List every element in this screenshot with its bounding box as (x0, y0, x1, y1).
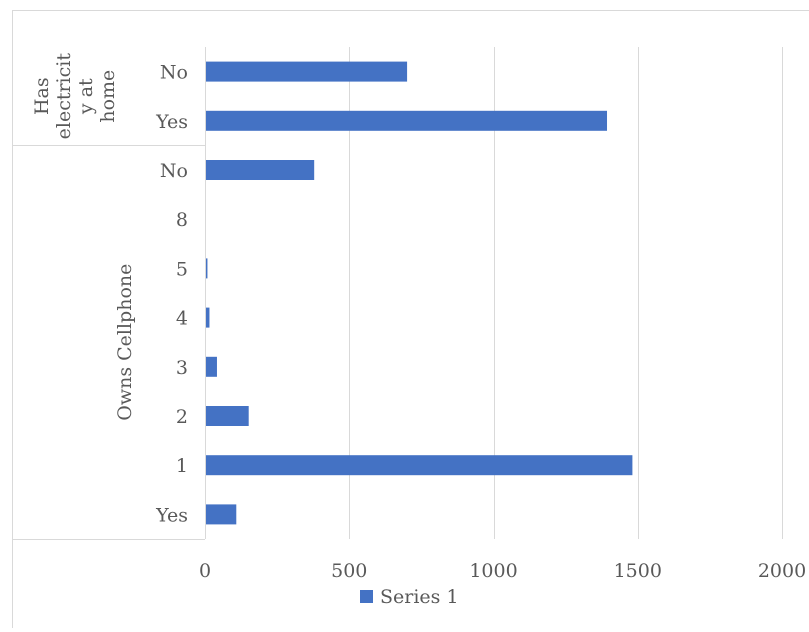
bar (206, 308, 209, 328)
bar (206, 504, 236, 524)
bar (206, 160, 314, 180)
group-label-line: Has (31, 77, 53, 115)
category-labels: No Yes No 8 5 4 3 2 1 Yes (155, 62, 188, 527)
category-label: No (160, 160, 188, 182)
legend-swatch (360, 590, 373, 603)
bar (206, 111, 607, 131)
group-label-line: y at (75, 78, 97, 115)
x-tick-label: 1000 (469, 560, 517, 582)
category-label: 2 (176, 406, 188, 428)
x-tick-label: 2000 (758, 560, 806, 582)
x-tick-label: 0 (199, 560, 211, 582)
group-label-line: electricit (53, 53, 75, 140)
category-label: Yes (155, 111, 188, 133)
category-label: Yes (155, 504, 188, 526)
group-label: Owns Cellphone (114, 264, 136, 421)
legend-label: Series 1 (380, 586, 459, 608)
category-label: 5 (176, 258, 188, 280)
category-label: 1 (176, 455, 188, 477)
bar (206, 62, 407, 82)
category-label: No (160, 62, 188, 84)
x-tick-labels: 0 500 1000 1500 2000 (199, 560, 806, 582)
group-label: Haselectricity athome (31, 53, 119, 140)
x-tick-label: 500 (331, 560, 367, 582)
bar (206, 258, 207, 278)
category-label: 8 (176, 209, 188, 231)
x-tick-label: 1500 (614, 560, 662, 582)
category-label: 4 (176, 308, 188, 330)
group-label-line: home (97, 70, 119, 123)
bar (206, 406, 249, 426)
bar (206, 357, 217, 377)
category-label: 3 (176, 357, 188, 379)
legend: Series 1 (360, 586, 459, 608)
bar (206, 455, 632, 475)
bars (206, 62, 632, 525)
group-label-line: Owns Cellphone (114, 264, 136, 421)
